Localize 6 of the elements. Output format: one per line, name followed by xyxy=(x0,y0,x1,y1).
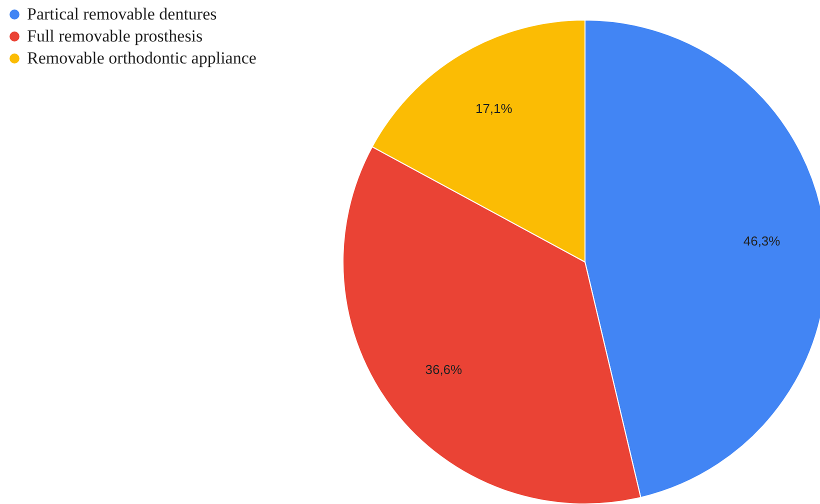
data-label: 17,1% xyxy=(475,101,513,116)
legend-label: Partical removable dentures xyxy=(27,4,217,24)
data-label: 46,3% xyxy=(743,233,781,248)
legend-label: Full removable prosthesis xyxy=(27,26,203,46)
data-label: 36,6% xyxy=(425,362,463,378)
legend-label: Removable orthodontic appliance xyxy=(27,48,256,68)
